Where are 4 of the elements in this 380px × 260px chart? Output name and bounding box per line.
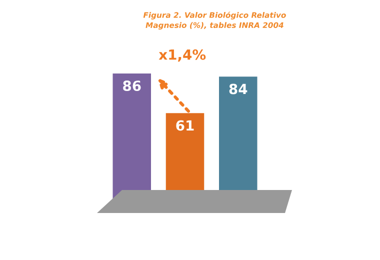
data-label: 61 [176,120,194,131]
data-label: 84 [229,84,248,94]
data-label: 86 [123,80,141,92]
text: x1,4% [158,49,206,62]
